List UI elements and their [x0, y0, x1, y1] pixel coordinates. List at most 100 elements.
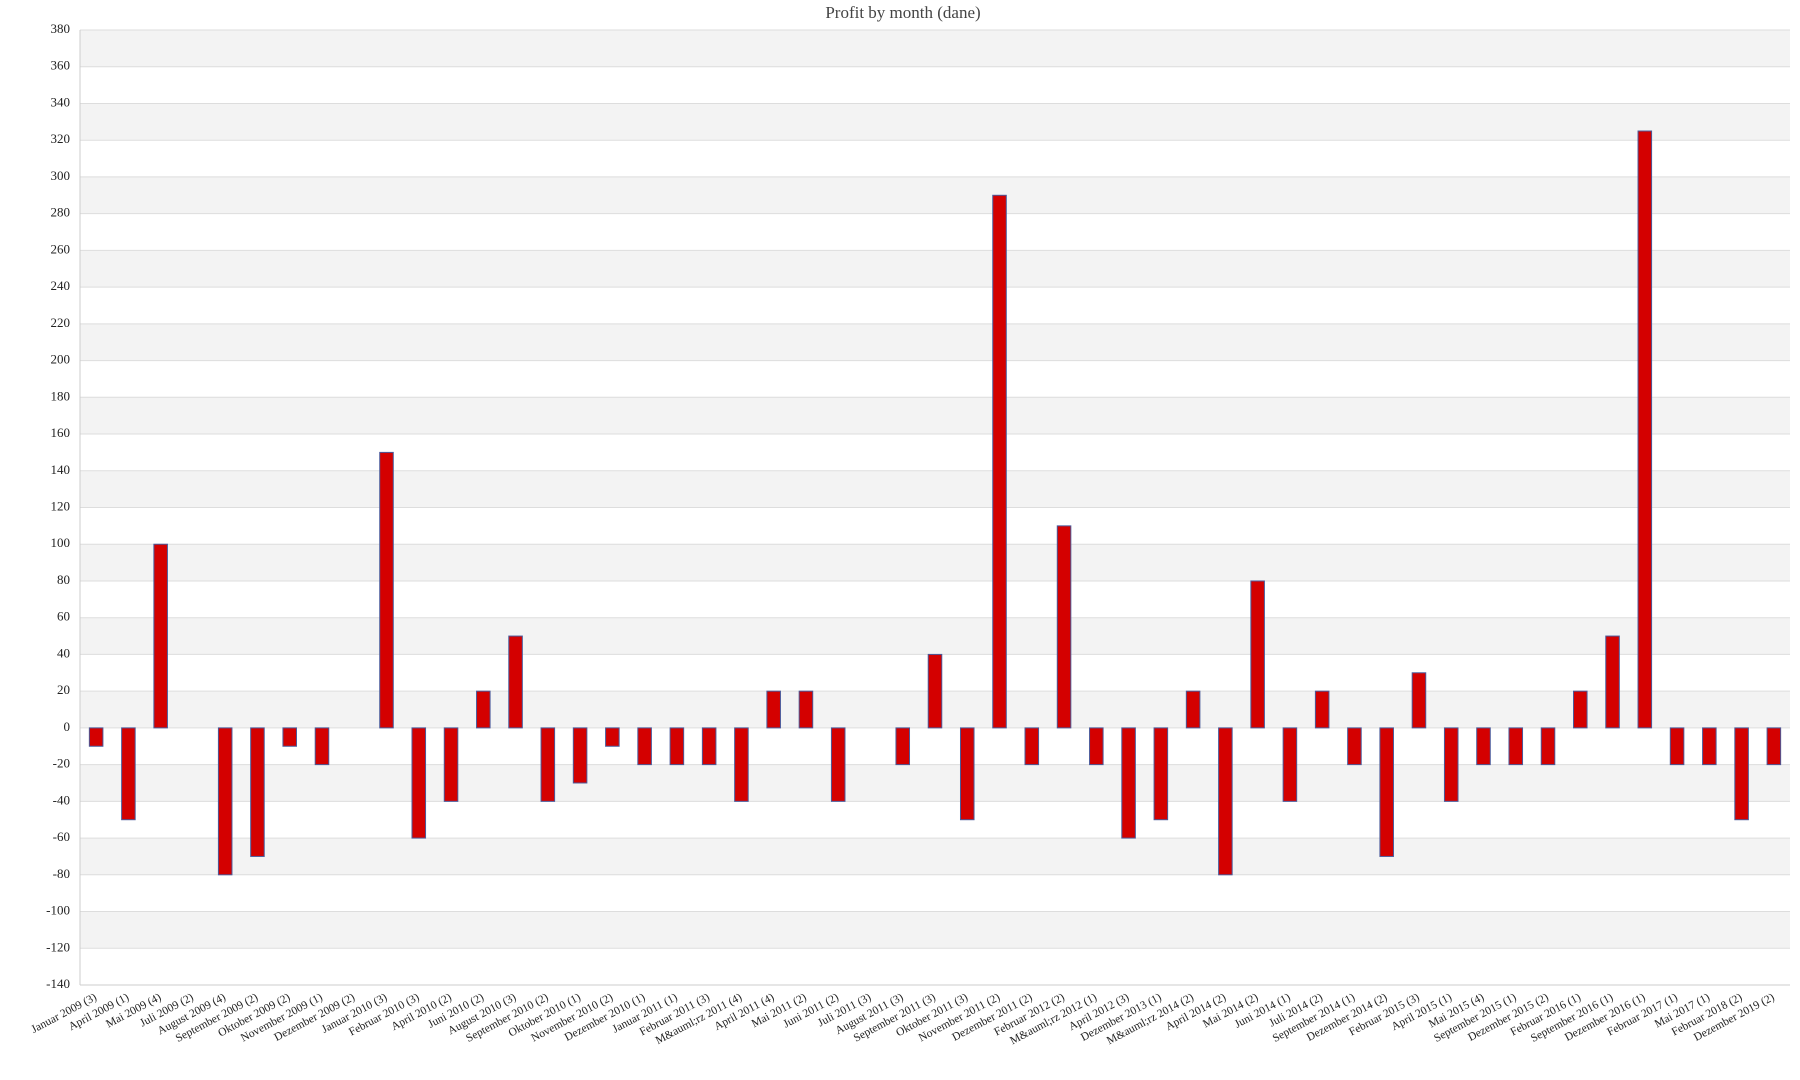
y-tick-label: -20: [53, 756, 70, 771]
y-tick-label: 260: [51, 241, 71, 256]
y-tick-label: -100: [46, 903, 70, 918]
bar: [1347, 727, 1362, 766]
bar: [605, 727, 620, 747]
plot-band: [80, 140, 1790, 177]
bar: [1540, 727, 1556, 766]
bar: [830, 727, 846, 802]
bar: [1024, 727, 1040, 766]
plot-band: [80, 874, 1790, 912]
bar: [411, 727, 427, 839]
y-tick-label: 320: [51, 131, 71, 146]
plot-band: [80, 287, 1790, 324]
y-tick-label: -140: [46, 976, 70, 991]
plot-band: [80, 617, 1790, 655]
bar: [572, 727, 588, 784]
plot-band: [80, 470, 1790, 508]
bar: [1379, 727, 1394, 857]
y-tick-label: 40: [57, 645, 70, 660]
plot-band: [80, 250, 1790, 288]
bar: [766, 690, 781, 729]
y-tick-label: 360: [51, 58, 71, 73]
y-tick-label: 380: [51, 21, 71, 36]
y-tick-label: 0: [64, 719, 71, 734]
bar: [476, 690, 491, 729]
bar: [1282, 727, 1298, 802]
bar: [1056, 525, 1072, 729]
plot-band: [80, 838, 1790, 875]
bar: [1605, 635, 1620, 729]
bar: [701, 727, 717, 766]
bar: [1089, 727, 1104, 766]
bar: [1185, 690, 1201, 729]
bar: [992, 194, 1007, 729]
bar: [153, 543, 168, 729]
y-tick-label: -120: [46, 939, 70, 954]
bar: [895, 727, 911, 766]
y-tick-label: 300: [51, 168, 71, 183]
bar: [669, 727, 685, 766]
y-tick-label: 220: [51, 315, 71, 330]
bar: [637, 727, 652, 766]
plot-band: [80, 911, 1790, 949]
y-tick-label: 180: [51, 388, 71, 403]
plot-band: [80, 727, 1790, 765]
bar: [1411, 672, 1427, 729]
y-tick-label: -80: [53, 866, 70, 881]
bar: [1250, 580, 1265, 729]
bar: [379, 451, 394, 729]
y-tick-label: 100: [51, 535, 71, 550]
bar: [1121, 727, 1136, 839]
y-tick-label: -60: [53, 829, 70, 844]
bar: [314, 727, 330, 766]
y-tick-label: 80: [57, 572, 70, 587]
y-tick-label: 240: [51, 278, 71, 293]
bar: [121, 727, 136, 821]
plot-band: [80, 213, 1790, 251]
bar: [1702, 727, 1717, 766]
bar: [1218, 727, 1233, 876]
plot-band: [80, 764, 1790, 802]
plot-band: [80, 323, 1790, 361]
bar: [1476, 727, 1491, 766]
bar: [443, 727, 459, 802]
bar: [540, 727, 556, 802]
bar: [1508, 727, 1524, 766]
plot-band: [80, 103, 1790, 141]
bar: [282, 727, 297, 747]
y-tick-label: 140: [51, 462, 71, 477]
y-tick-label: 280: [51, 205, 71, 220]
bar: [1573, 690, 1588, 729]
bar: [927, 653, 943, 729]
plot-band: [80, 176, 1790, 214]
bar: [1669, 727, 1685, 766]
bar: [1314, 690, 1330, 729]
y-tick-label: 160: [51, 425, 71, 440]
bar: [250, 727, 265, 857]
bar: [508, 635, 523, 729]
plot-band: [80, 30, 1790, 67]
y-tick-label: 200: [51, 352, 71, 367]
y-tick-label: 340: [51, 94, 71, 109]
plot-band: [80, 434, 1790, 471]
plot-band: [80, 948, 1790, 985]
plot-band: [80, 507, 1790, 545]
bar: [1153, 727, 1169, 821]
plot-band: [80, 801, 1790, 839]
plot-band: [80, 66, 1790, 104]
bar: [1443, 727, 1459, 802]
chart-title: Profit by month (dane): [825, 3, 980, 22]
plot-band: [80, 544, 1790, 581]
y-tick-label: 120: [51, 498, 71, 513]
bar: [1637, 130, 1653, 729]
bar: [1766, 727, 1782, 766]
bar: [217, 727, 233, 876]
y-tick-label: 20: [57, 682, 70, 697]
y-tick-label: -40: [53, 792, 70, 807]
plot-band: [80, 360, 1790, 398]
bar: [88, 727, 104, 747]
bar: [959, 727, 975, 821]
bar: [734, 727, 749, 802]
bar: [798, 690, 814, 729]
plot-band: [80, 397, 1790, 435]
